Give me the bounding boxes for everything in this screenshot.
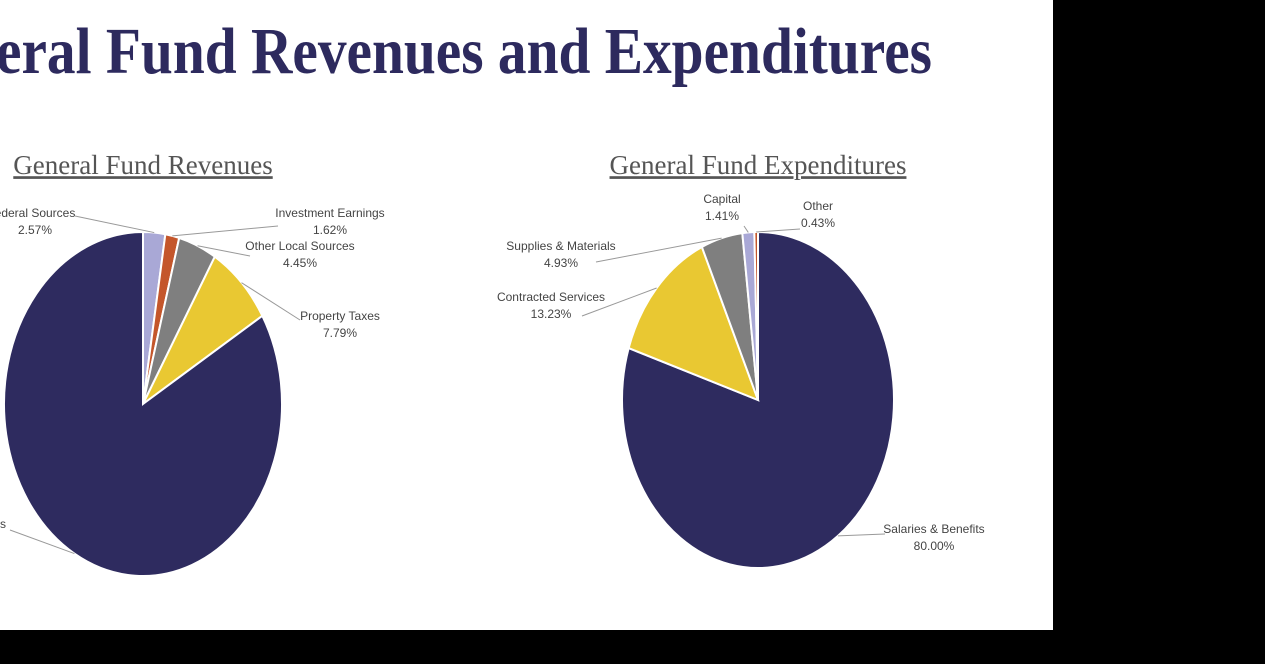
leader-line — [756, 228, 801, 233]
slice-label: Property Taxes — [300, 309, 380, 323]
leader-line — [581, 287, 657, 317]
leader-line — [197, 245, 251, 257]
slice-value-label: 1.41% — [705, 209, 739, 223]
pie-slice — [627, 245, 760, 402]
slice-value-label: 1.62% — [313, 223, 347, 237]
slice-value-label: 4.93% — [544, 256, 578, 270]
slice-label: Other — [803, 199, 833, 213]
slice-value-label: 13.23% — [531, 307, 572, 321]
leader-line — [9, 529, 75, 555]
pie-slice — [3, 230, 283, 577]
slide-title: eral Fund Revenues and Expenditures — [0, 15, 932, 88]
leader-line — [595, 237, 722, 263]
slice-label: Investment Earnings — [275, 206, 384, 220]
leader-line — [743, 225, 749, 233]
slice-label: Other Local Sources — [245, 239, 354, 253]
chart-title: General Fund Expenditures — [610, 150, 907, 180]
slice-label: Salaries & Benefits — [883, 522, 984, 536]
leader-line — [74, 215, 155, 234]
slice-label: Supplies & Materials — [506, 239, 615, 253]
pie-slice — [621, 230, 895, 569]
slice-value-label: 4.45% — [283, 256, 317, 270]
slice-value-label: 7.79% — [323, 326, 357, 340]
leader-line — [172, 225, 279, 237]
slice-value-label: 80.00% — [914, 539, 955, 553]
slice-label: Contracted Services — [497, 290, 605, 304]
slice-value-label: 2.57% — [18, 223, 52, 237]
slice-label: s — [0, 517, 6, 531]
slice-label: ederal Sources — [0, 206, 75, 220]
leader-line — [241, 282, 301, 321]
leader-line — [837, 533, 886, 537]
slice-value-label: 0.43% — [801, 216, 835, 230]
slice-label: Capital — [703, 192, 740, 206]
chart-title: General Fund Revenues — [13, 150, 272, 180]
